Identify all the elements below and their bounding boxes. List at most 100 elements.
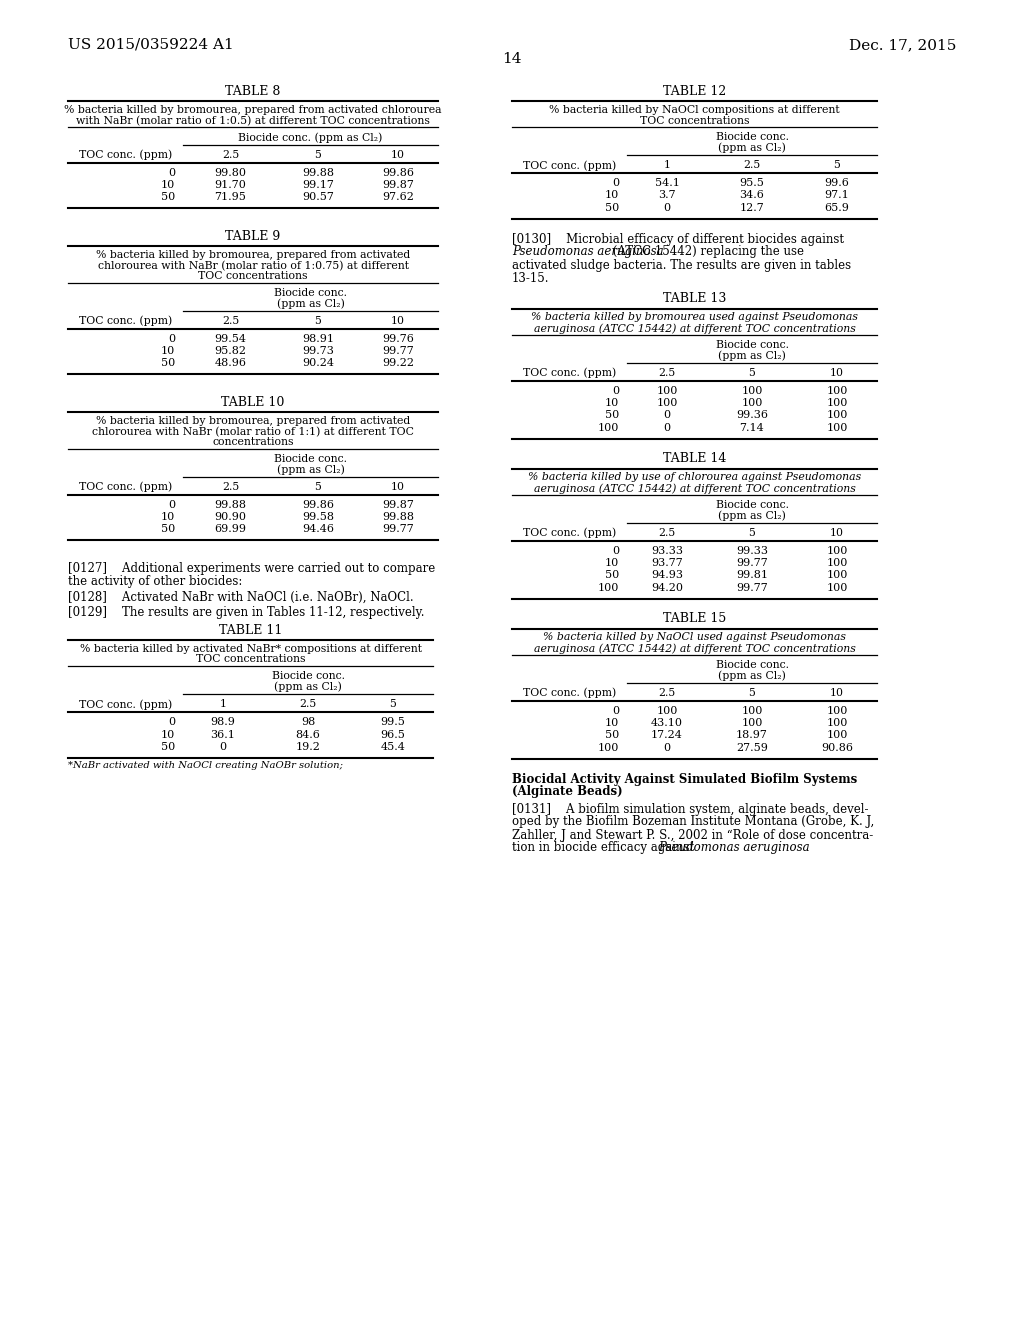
Text: 0: 0 (612, 705, 618, 715)
Text: 99.6: 99.6 (824, 178, 850, 187)
Text: % bacteria killed by bromourea used against Pseudomonas: % bacteria killed by bromourea used agai… (531, 313, 858, 322)
Text: 94.20: 94.20 (651, 583, 683, 593)
Text: Zahller, J and Stewart P. S., 2002 in “Role of dose concentra-: Zahller, J and Stewart P. S., 2002 in “R… (512, 829, 873, 842)
Text: 1: 1 (219, 700, 226, 709)
Text: TABLE 11: TABLE 11 (219, 624, 283, 638)
Text: 99.22: 99.22 (382, 359, 414, 368)
Text: 50: 50 (605, 203, 618, 213)
Text: 10: 10 (161, 512, 175, 521)
Text: 14: 14 (502, 51, 522, 66)
Text: % bacteria killed by use of chlorourea against Pseudomonas: % bacteria killed by use of chlorourea a… (528, 473, 861, 483)
Text: aeruginosa (ATCC 15442) at different TOC concentrations: aeruginosa (ATCC 15442) at different TOC… (534, 323, 855, 334)
Text: 7.14: 7.14 (739, 422, 764, 433)
Text: (ppm as Cl₂): (ppm as Cl₂) (276, 298, 344, 309)
Text: % bacteria killed by bromourea, prepared from activated: % bacteria killed by bromourea, prepared… (96, 249, 411, 260)
Text: 10: 10 (830, 688, 844, 697)
Text: 98: 98 (301, 717, 315, 727)
Text: 99.81: 99.81 (736, 570, 768, 581)
Text: 99.36: 99.36 (736, 411, 768, 421)
Text: 10: 10 (830, 528, 844, 537)
Text: TOC concentrations: TOC concentrations (196, 655, 305, 664)
Text: 100: 100 (826, 570, 848, 581)
Text: TOC concentrations: TOC concentrations (640, 116, 750, 125)
Text: TOC conc. (ppm): TOC conc. (ppm) (79, 482, 172, 492)
Text: 5: 5 (749, 367, 756, 378)
Text: 100: 100 (741, 718, 763, 729)
Text: 100: 100 (656, 385, 678, 396)
Text: 99.80: 99.80 (214, 168, 247, 177)
Text: 18.97: 18.97 (736, 730, 768, 741)
Text: 50: 50 (161, 193, 175, 202)
Text: 0: 0 (219, 742, 226, 752)
Text: 10: 10 (161, 730, 175, 739)
Text: 10: 10 (391, 315, 406, 326)
Text: tion in biocide efficacy against: tion in biocide efficacy against (512, 842, 698, 854)
Text: 93.33: 93.33 (651, 545, 683, 556)
Text: 13-15.: 13-15. (512, 272, 550, 285)
Text: TOC conc. (ppm): TOC conc. (ppm) (523, 688, 616, 698)
Text: 2.5: 2.5 (299, 700, 316, 709)
Text: *NaBr activated with NaOCl creating NaOBr solution;: *NaBr activated with NaOCl creating NaOB… (68, 762, 343, 771)
Text: 99.87: 99.87 (382, 499, 414, 510)
Text: % bacteria killed by bromourea, prepared from activated: % bacteria killed by bromourea, prepared… (96, 416, 411, 426)
Text: 100: 100 (598, 583, 618, 593)
Text: 100: 100 (826, 411, 848, 421)
Text: chlorourea with NaBr (molar ratio of 1:0.75) at different: chlorourea with NaBr (molar ratio of 1:0… (97, 260, 409, 271)
Text: 100: 100 (826, 558, 848, 568)
Text: Biocide conc. (ppm as Cl₂): Biocide conc. (ppm as Cl₂) (239, 132, 383, 143)
Text: % bacteria killed by NaOCl used against Pseudomonas: % bacteria killed by NaOCl used against … (543, 632, 846, 643)
Text: 94.46: 94.46 (302, 524, 334, 535)
Text: 5: 5 (834, 160, 841, 170)
Text: 2.5: 2.5 (222, 482, 240, 491)
Text: 50: 50 (605, 570, 618, 581)
Text: Pseudomonas aeruginosa: Pseudomonas aeruginosa (657, 842, 810, 854)
Text: TABLE 9: TABLE 9 (225, 230, 281, 243)
Text: 98.9: 98.9 (211, 717, 236, 727)
Text: (ppm as Cl₂): (ppm as Cl₂) (276, 465, 344, 475)
Text: 99.77: 99.77 (736, 558, 768, 568)
Text: 0: 0 (168, 334, 175, 343)
Text: 50: 50 (605, 411, 618, 421)
Text: 100: 100 (741, 705, 763, 715)
Text: (Alginate Beads): (Alginate Beads) (512, 785, 623, 799)
Text: 5: 5 (749, 688, 756, 697)
Text: 90.24: 90.24 (302, 359, 334, 368)
Text: 99.88: 99.88 (382, 512, 414, 521)
Text: 99.54: 99.54 (214, 334, 247, 343)
Text: 97.1: 97.1 (824, 190, 849, 201)
Text: 0: 0 (168, 499, 175, 510)
Text: 100: 100 (741, 399, 763, 408)
Text: % bacteria killed by bromourea, prepared from activated chlorourea: % bacteria killed by bromourea, prepared… (65, 106, 441, 115)
Text: 2.5: 2.5 (658, 688, 676, 697)
Text: 5: 5 (314, 482, 322, 491)
Text: 100: 100 (598, 422, 618, 433)
Text: 0: 0 (612, 178, 618, 187)
Text: 2.5: 2.5 (222, 149, 240, 160)
Text: 0: 0 (612, 545, 618, 556)
Text: aeruginosa (ATCC 15442) at different TOC concentrations: aeruginosa (ATCC 15442) at different TOC… (534, 643, 855, 653)
Text: 5: 5 (389, 700, 396, 709)
Text: 27.59: 27.59 (736, 743, 768, 752)
Text: 99.5: 99.5 (381, 717, 406, 727)
Text: 17.24: 17.24 (651, 730, 683, 741)
Text: 43.10: 43.10 (651, 718, 683, 729)
Text: % bacteria killed by activated NaBr* compositions at different: % bacteria killed by activated NaBr* com… (80, 644, 422, 653)
Text: 91.70: 91.70 (215, 180, 247, 190)
Text: 100: 100 (826, 399, 848, 408)
Text: (ppm as Cl₂): (ppm as Cl₂) (718, 350, 786, 360)
Text: 99.77: 99.77 (382, 346, 414, 356)
Text: 10: 10 (161, 180, 175, 190)
Text: (ppm as Cl₂): (ppm as Cl₂) (274, 681, 342, 692)
Text: TABLE 15: TABLE 15 (663, 612, 726, 626)
Text: 99.17: 99.17 (302, 180, 334, 190)
Text: 84.6: 84.6 (296, 730, 321, 739)
Text: 95.5: 95.5 (739, 178, 765, 187)
Text: 10: 10 (391, 149, 406, 160)
Text: 1: 1 (664, 160, 671, 170)
Text: (ppm as Cl₂): (ppm as Cl₂) (718, 510, 786, 520)
Text: 96.5: 96.5 (381, 730, 406, 739)
Text: Biocide conc.: Biocide conc. (716, 499, 788, 510)
Text: aeruginosa (ATCC 15442) at different TOC concentrations: aeruginosa (ATCC 15442) at different TOC… (534, 483, 855, 494)
Text: TABLE 10: TABLE 10 (221, 396, 285, 409)
Text: 65.9: 65.9 (824, 203, 850, 213)
